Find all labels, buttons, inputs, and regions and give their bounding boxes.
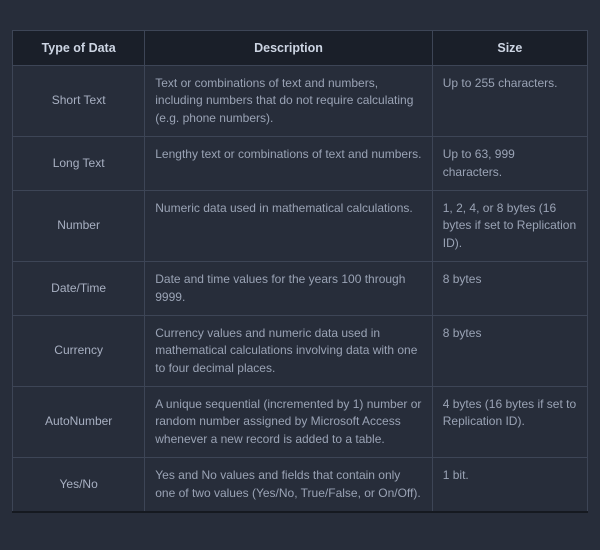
- cell-type: Short Text: [13, 66, 145, 137]
- table-row: Long Text Lengthy text or combinations o…: [13, 137, 588, 191]
- col-header-type: Type of Data: [13, 31, 145, 66]
- cell-type: Long Text: [13, 137, 145, 191]
- cell-size: Up to 63, 999 characters.: [432, 137, 587, 191]
- cell-size: Up to 255 characters.: [432, 66, 587, 137]
- cell-description: Date and time values for the years 100 t…: [145, 262, 433, 316]
- cell-type: AutoNumber: [13, 387, 145, 458]
- table-row: Currency Currency values and numeric dat…: [13, 315, 588, 386]
- cell-size: 8 bytes: [432, 262, 587, 316]
- cell-type: Yes/No: [13, 458, 145, 512]
- table-row: Short Text Text or combinations of text …: [13, 66, 588, 137]
- cell-description: Text or combinations of text and numbers…: [145, 66, 433, 137]
- cell-type: Date/Time: [13, 262, 145, 316]
- cell-size: 1, 2, 4, or 8 bytes (16 bytes if set to …: [432, 190, 587, 261]
- cell-type: Currency: [13, 315, 145, 386]
- table-row: Yes/No Yes and No values and fields that…: [13, 458, 588, 512]
- cell-size: 1 bit.: [432, 458, 587, 512]
- table-header-row: Type of Data Description Size: [13, 31, 588, 66]
- table-row: AutoNumber A unique sequential (incremen…: [13, 387, 588, 458]
- cell-description: Currency values and numeric data used in…: [145, 315, 433, 386]
- cell-description: Numeric data used in mathematical calcul…: [145, 190, 433, 261]
- table-row: Number Numeric data used in mathematical…: [13, 190, 588, 261]
- cell-size: 8 bytes: [432, 315, 587, 386]
- data-types-table: Type of Data Description Size Short Text…: [12, 30, 588, 513]
- cell-size: 4 bytes (16 bytes if set to Replication …: [432, 387, 587, 458]
- cell-description: Lengthy text or combinations of text and…: [145, 137, 433, 191]
- cell-description: Yes and No values and fields that contai…: [145, 458, 433, 512]
- table-row: Date/Time Date and time values for the y…: [13, 262, 588, 316]
- cell-type: Number: [13, 190, 145, 261]
- cell-description: A unique sequential (incremented by 1) n…: [145, 387, 433, 458]
- col-header-size: Size: [432, 31, 587, 66]
- col-header-description: Description: [145, 31, 433, 66]
